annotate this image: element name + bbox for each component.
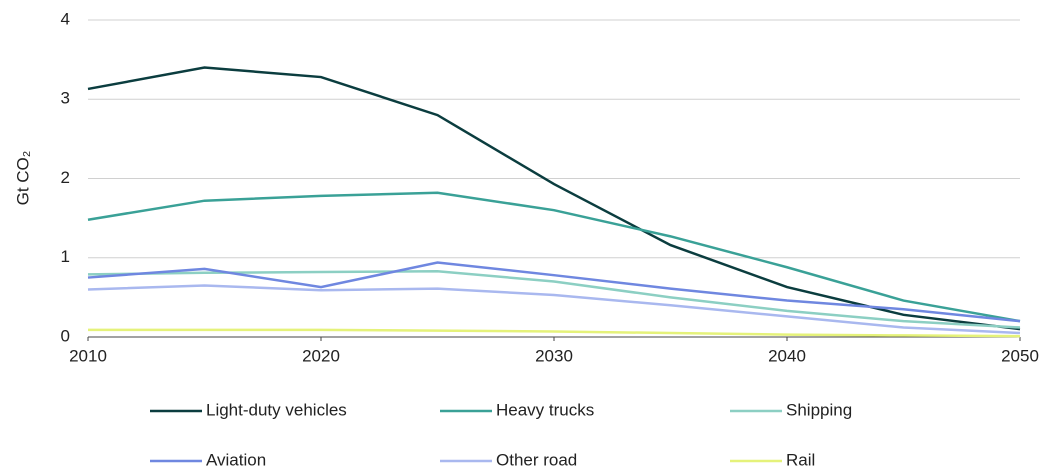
- x-tick-label: 2020: [302, 346, 340, 365]
- legend-label: Light-duty vehicles: [206, 400, 347, 419]
- y-tick-label: 2: [61, 168, 70, 187]
- x-tick-label: 2010: [69, 346, 107, 365]
- legend-label: Other road: [496, 450, 577, 469]
- legend-label: Rail: [786, 450, 815, 469]
- y-axis-label: Gt CO₂: [13, 151, 32, 206]
- series-line: [87, 191, 1021, 323]
- legend-label: Aviation: [206, 450, 266, 469]
- series-line: [88, 328, 1021, 338]
- legend-label: Shipping: [786, 400, 852, 419]
- y-tick-label: 3: [61, 89, 70, 108]
- x-tick-label: 2050: [1001, 346, 1039, 365]
- x-tick-label: 2040: [768, 346, 806, 365]
- series-line: [87, 261, 1021, 323]
- x-tick-label: 2030: [535, 346, 573, 365]
- series-line: [87, 269, 1021, 329]
- series-line: [87, 66, 1021, 331]
- y-tick-label: 1: [61, 247, 70, 266]
- series-line: [87, 284, 1021, 335]
- legend-label: Heavy trucks: [496, 400, 594, 419]
- y-tick-label: 0: [61, 326, 70, 345]
- y-tick-label: 4: [61, 9, 70, 28]
